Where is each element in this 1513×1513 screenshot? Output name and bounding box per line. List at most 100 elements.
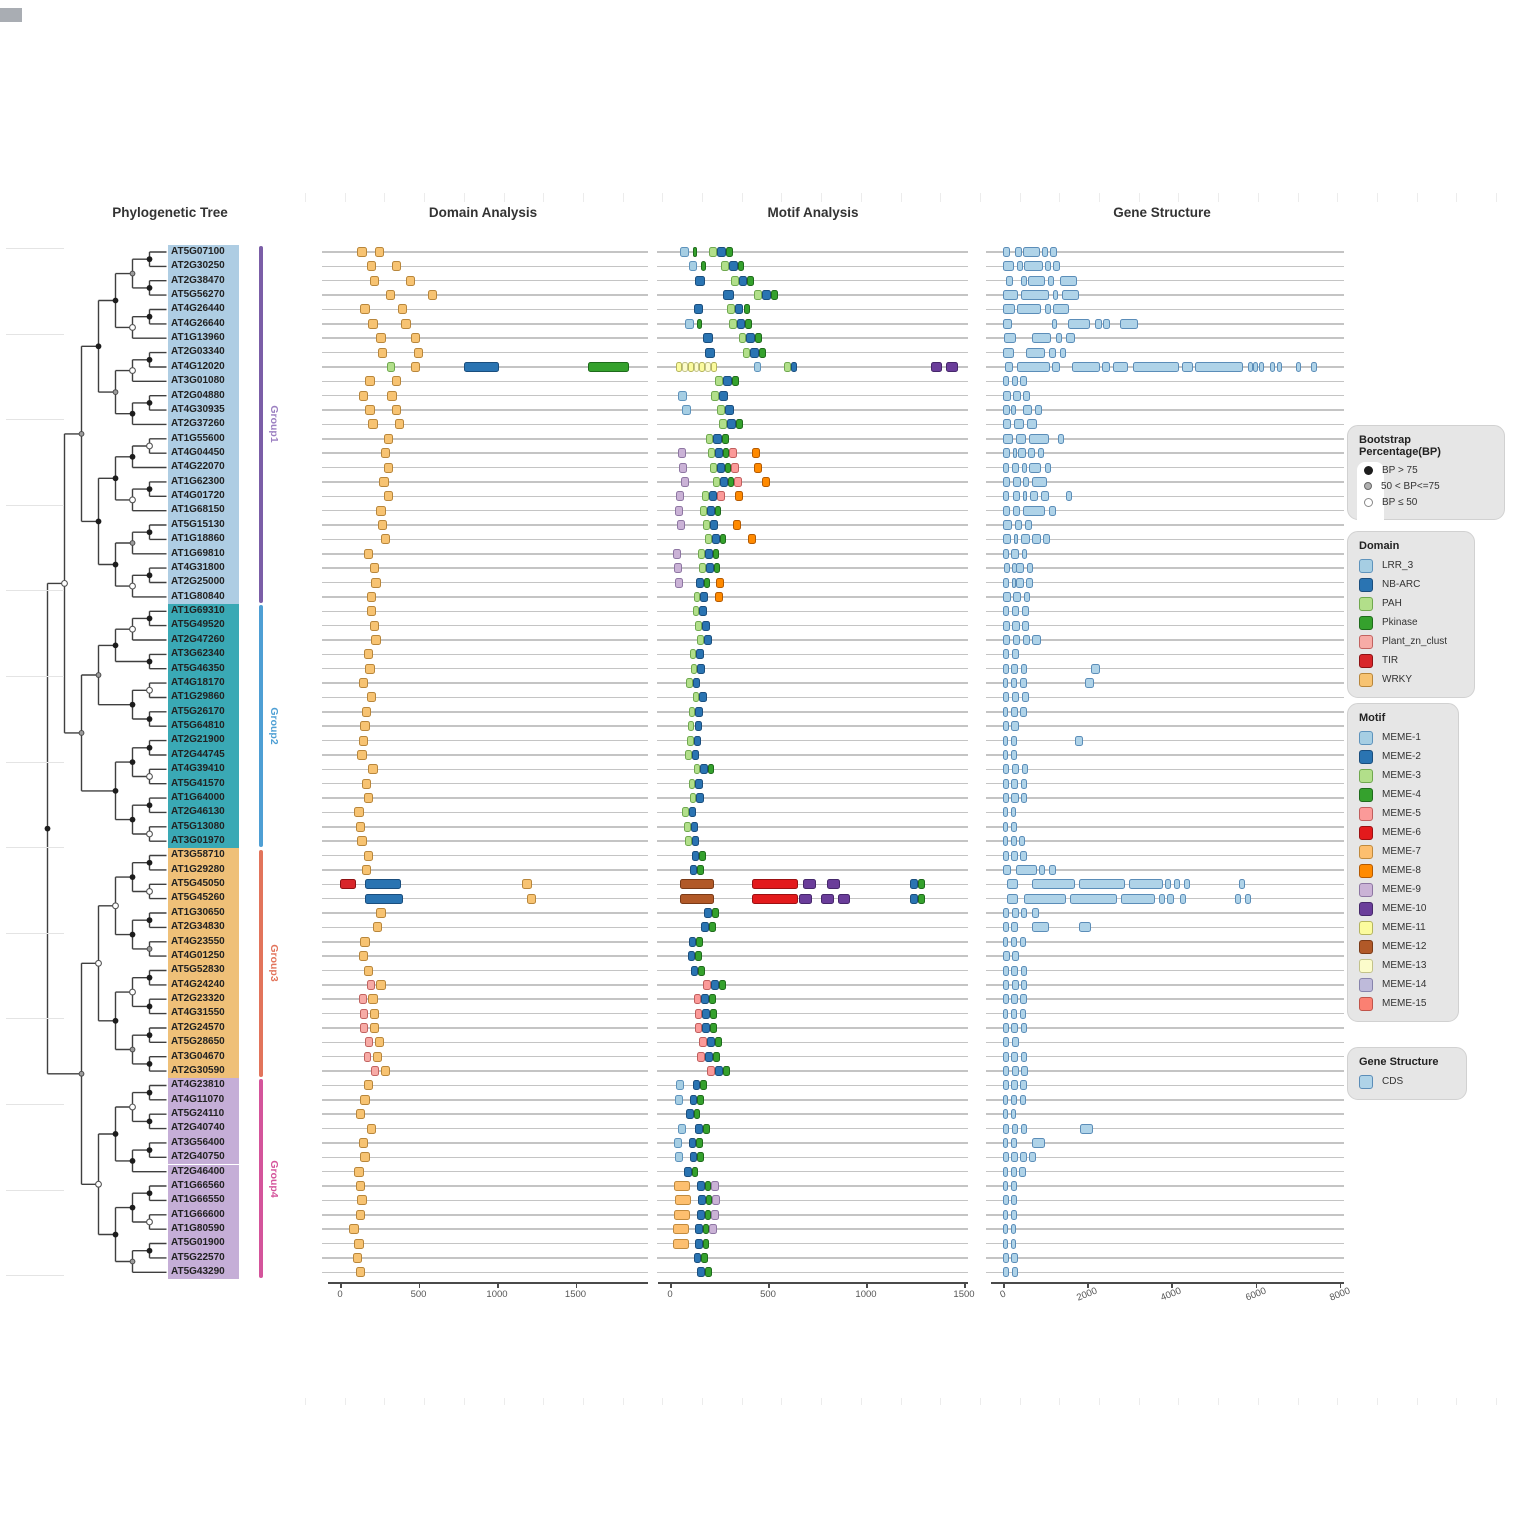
motif-box-MEME-4	[692, 247, 698, 257]
motif-box-MEME-3	[686, 735, 694, 746]
domain-box-WRKY	[383, 462, 394, 473]
motif-box-MEME-1	[688, 261, 698, 272]
ruler-tick	[979, 1398, 981, 1405]
motif-box-MEME-2	[688, 936, 697, 947]
motif-box-MEME-2	[724, 405, 734, 416]
gene-label: AT4G23810	[168, 1078, 239, 1093]
domain-box-WRKY	[365, 663, 375, 674]
cds-box	[1003, 534, 1011, 545]
motif-box-MEME-2	[689, 1152, 698, 1163]
domain-box-WRKY	[365, 405, 375, 416]
domain-box-WRKY	[371, 577, 381, 588]
bootstrap-node-circle	[146, 830, 153, 838]
motif-box-MEME-2	[702, 620, 711, 631]
motif-box-MEME-3	[698, 548, 706, 559]
cds-box	[1011, 649, 1019, 660]
motif-box-MEME-3	[684, 749, 692, 760]
cds-box	[1078, 879, 1126, 890]
cds-box	[1248, 361, 1253, 372]
structure-track-line	[986, 265, 1344, 268]
domain-track-line	[322, 394, 648, 397]
domain-box-WRKY	[363, 1080, 373, 1091]
motif-track-line	[657, 1127, 968, 1130]
motif-box-MEME-3	[710, 462, 718, 473]
domain-track-line	[322, 926, 648, 929]
cds-box	[1003, 706, 1009, 717]
motif-panel-title: Motif Analysis	[767, 205, 859, 220]
ruler-tick	[6, 847, 64, 849]
cds-box	[1003, 520, 1012, 531]
domain-box-NB-ARC	[365, 879, 402, 890]
motif-box-MEME-4	[703, 1123, 711, 1134]
motif-track-line	[657, 1242, 968, 1245]
group-label: Group2	[268, 707, 280, 745]
bootstrap-node-circle	[129, 874, 136, 880]
domain-box-WRKY	[383, 433, 394, 444]
gene-label: AT2G46130	[168, 805, 239, 820]
bootstrap-node-circle	[95, 959, 102, 967]
legend-domain-item: Plant_zn_clust	[1348, 632, 1474, 651]
motif-box-MEME-2	[683, 1166, 692, 1177]
structure-track-line	[986, 351, 1344, 354]
legend-item-label: MEME-3	[1382, 770, 1421, 781]
cds-box	[1026, 563, 1034, 574]
structure-track-line	[986, 1055, 1344, 1058]
motif-box-MEME-3	[728, 318, 737, 329]
cds-box	[1011, 376, 1019, 387]
structure-track-line	[986, 653, 1344, 656]
domain-box-WRKY	[360, 1152, 370, 1163]
gene-label: AT5G45260	[168, 891, 239, 906]
cds-box	[1003, 1195, 1009, 1206]
domain-track-line	[322, 711, 648, 713]
motif-box-MEME-3	[693, 591, 701, 602]
domain-box-WRKY	[376, 908, 386, 919]
legend-domain-item: PAH	[1348, 594, 1474, 613]
cds-box	[1011, 1152, 1018, 1163]
motif-box-MEME-8	[754, 462, 763, 473]
cds-box	[1014, 520, 1023, 531]
gene-label: AT4G30935	[168, 402, 239, 418]
domain-box-WRKY	[361, 778, 372, 789]
motif-track-line	[657, 337, 968, 339]
gene-label: AT1G18860	[168, 532, 239, 547]
motif-box-MEME-4	[713, 548, 719, 559]
motif-box-MEME-3	[783, 361, 791, 372]
cds-box	[1059, 275, 1077, 286]
bootstrap-node-circle	[146, 442, 153, 450]
legend-motif-item: MEME-15	[1348, 994, 1458, 1013]
cds-box	[1010, 1224, 1017, 1235]
legend-domain-item: WRKY	[1348, 670, 1474, 689]
structure-track-line	[986, 610, 1344, 612]
legend-domain-swatch-icon	[1359, 577, 1373, 592]
legend-item-label: MEME-8	[1382, 865, 1421, 876]
motif-box-MEME-3	[692, 692, 700, 703]
cds-box	[1042, 247, 1049, 257]
motif-box-MEME-2	[690, 965, 699, 976]
domain-box-WRKY	[366, 261, 377, 272]
legend-motif-swatch-icon	[1359, 977, 1373, 992]
legend-item-label: Plant_zn_clust	[1382, 636, 1448, 647]
motif-box-MEME-2	[696, 577, 705, 588]
domain-box-WRKY	[369, 620, 380, 631]
motif-track-line	[657, 394, 968, 397]
cds-box	[1011, 1080, 1018, 1091]
gene-label: AT5G22570	[168, 1250, 239, 1266]
legend-motif-item: MEME-6	[1348, 823, 1458, 842]
bootstrap-node-circle	[146, 658, 153, 665]
gene-label: AT4G24240	[168, 977, 239, 993]
structure-track-line	[986, 639, 1344, 641]
motif-track-line	[657, 984, 968, 986]
legend-motif-item: MEME-13	[1348, 956, 1458, 975]
cds-box	[1010, 735, 1018, 746]
cds-box	[1068, 318, 1091, 329]
motif-box-MEME-7	[673, 1209, 690, 1220]
motif-box-MEME-3	[705, 534, 713, 545]
motif-box-MEME-8	[762, 476, 770, 487]
ruler-tick	[6, 676, 64, 677]
motif-box-MEME-9	[709, 1224, 718, 1235]
bootstrap-node-circle	[146, 572, 153, 579]
cds-box	[1011, 994, 1018, 1005]
motif-box-MEME-2	[750, 347, 760, 358]
domain-track-line	[322, 1199, 648, 1202]
